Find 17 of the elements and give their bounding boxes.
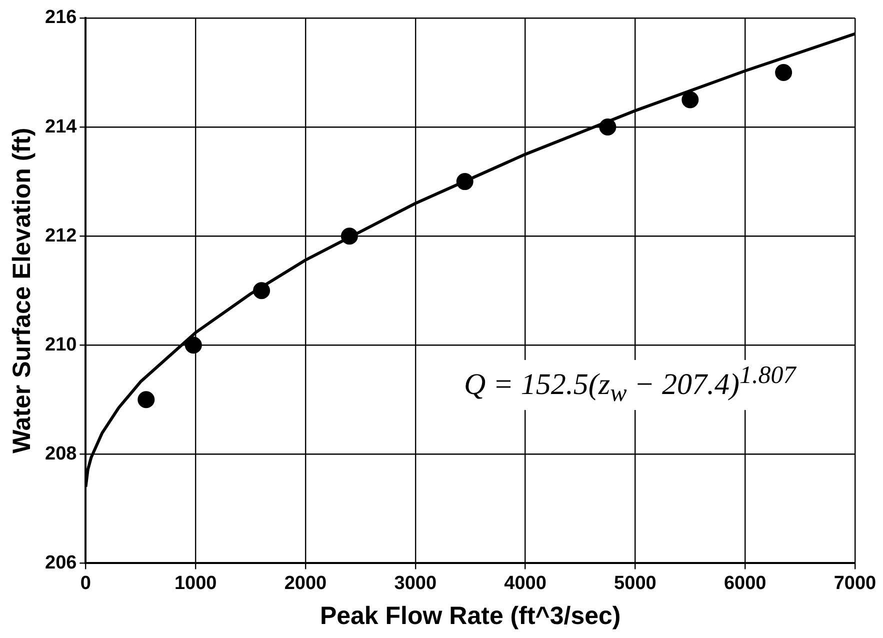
x-tick-label: 4000 xyxy=(504,572,546,594)
annotation: Q = 152.5(z$_{w}$ − 207.4)$^{1.807}$ xyxy=(460,360,800,410)
x-tick-label: 5000 xyxy=(614,572,656,594)
x-tick-label: 7000 xyxy=(834,572,876,594)
y-tick-label: 216 xyxy=(45,7,77,28)
y-tick-label: 206 xyxy=(45,552,77,574)
x-tick-label: 3000 xyxy=(394,572,437,594)
x-tick-label: 6000 xyxy=(724,572,766,594)
y-tick-label: 210 xyxy=(45,334,77,356)
x-axis-title: Peak Flow Rate (ft^3/sec) xyxy=(320,602,621,630)
y-axis-title: Water Surface Elevation (ft) xyxy=(8,128,36,454)
x-tick-label: 2000 xyxy=(284,572,327,594)
y-tick-label: 208 xyxy=(45,443,77,464)
x-tick-label: 1000 xyxy=(174,572,217,594)
y-tick-label: 214 xyxy=(45,116,78,138)
y-tick-label: 212 xyxy=(45,225,77,246)
x-tick-label: 0 xyxy=(80,572,91,594)
